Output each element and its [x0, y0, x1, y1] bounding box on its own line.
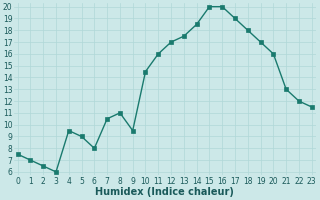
X-axis label: Humidex (Indice chaleur): Humidex (Indice chaleur): [95, 187, 234, 197]
